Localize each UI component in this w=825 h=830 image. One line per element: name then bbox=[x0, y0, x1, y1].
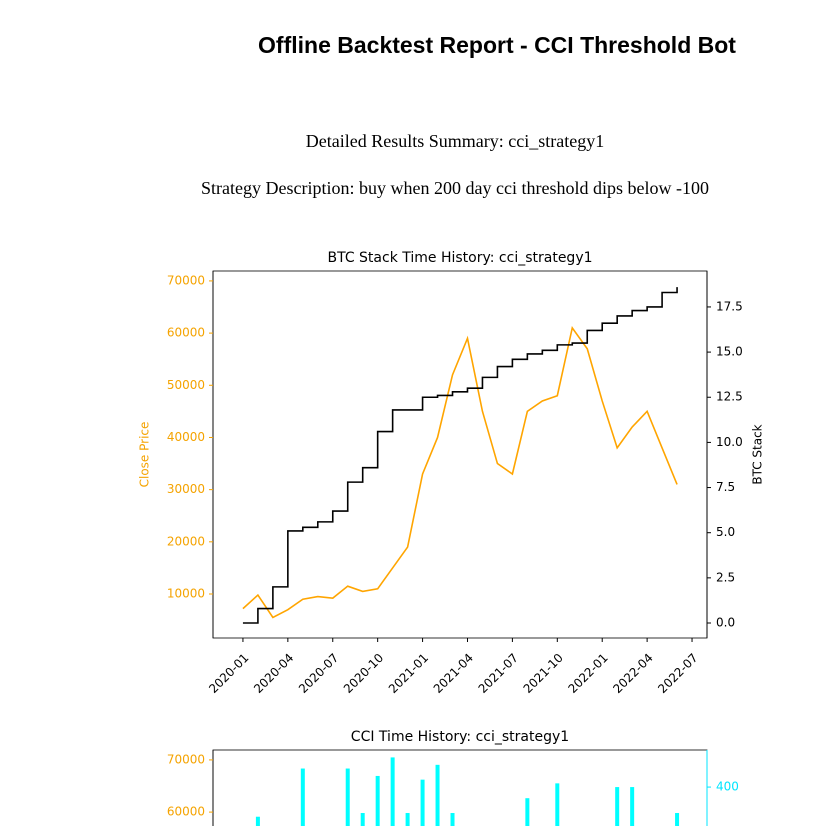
bar bbox=[555, 783, 560, 830]
y2-tick-label: 15.0 bbox=[716, 345, 743, 359]
x-tick-label: 2021-01 bbox=[386, 651, 431, 696]
y-tick-label: 60000 bbox=[167, 805, 205, 819]
series-line bbox=[242, 287, 678, 624]
chart: CCI Time History: cci_strategy1 60000 7000… bbox=[167, 729, 739, 830]
bar bbox=[615, 787, 620, 830]
bar bbox=[435, 764, 440, 830]
y2-tick-label: 17.5 bbox=[716, 299, 743, 313]
x-tick-label: 2021-07 bbox=[476, 651, 521, 696]
x-tick-label: 2022-04 bbox=[610, 651, 655, 696]
x-tick-label: 2022-01 bbox=[565, 651, 610, 696]
y-tick-label: 20000 bbox=[167, 534, 205, 548]
bar bbox=[300, 768, 305, 830]
y-axis-label: Close Price bbox=[138, 422, 152, 488]
y-tick-label: 60000 bbox=[167, 326, 205, 340]
y2-tick-label: 10.0 bbox=[716, 435, 743, 449]
bar bbox=[525, 798, 530, 830]
bar bbox=[675, 813, 680, 830]
plot bbox=[255, 757, 680, 830]
bar bbox=[405, 813, 410, 830]
bar bbox=[390, 757, 395, 830]
y-tick-label: 50000 bbox=[167, 378, 205, 392]
report-title: Offline Backtest Report - CCI Threshold … bbox=[258, 32, 736, 58]
y2-axis-label: BTC Stack bbox=[751, 424, 765, 484]
x-tick-label: 2021-04 bbox=[431, 651, 476, 696]
x-tick-label: 2020-10 bbox=[341, 651, 386, 696]
x-tick-label: 2021-10 bbox=[521, 651, 566, 696]
x-tick-label: 2022-07 bbox=[655, 651, 700, 696]
bar bbox=[345, 768, 350, 830]
y-tick-label: 70000 bbox=[167, 273, 205, 287]
bar bbox=[375, 775, 380, 830]
y-tick-label: 70000 bbox=[167, 752, 205, 766]
plot-frame bbox=[212, 749, 708, 830]
y-tick-label: 40000 bbox=[167, 430, 205, 444]
bar bbox=[630, 787, 635, 830]
bar bbox=[420, 779, 425, 830]
x-tick-label: 2020-07 bbox=[296, 651, 341, 696]
plot bbox=[242, 287, 678, 624]
y2-tick-label: 0.0 bbox=[716, 616, 735, 630]
chart: BTC Stack Time History: cci_strategy1 100… bbox=[138, 250, 765, 696]
y2-tick-label: 5.0 bbox=[716, 525, 735, 539]
y-tick-label: 10000 bbox=[167, 587, 205, 601]
x-tick-label: 2020-04 bbox=[251, 651, 296, 696]
y-tick-label: 30000 bbox=[167, 482, 205, 496]
description: Strategy Description: buy when 200 day c… bbox=[201, 178, 709, 198]
summary: Detailed Results Summary: cci_strategy1 bbox=[306, 131, 604, 151]
chart-title: BTC Stack Time History: cci_strategy1 bbox=[327, 250, 592, 266]
y2-tick-label: 2.5 bbox=[716, 570, 735, 584]
chart-title: CCI Time History: cci_strategy1 bbox=[351, 729, 569, 745]
bar bbox=[450, 813, 455, 830]
y2-tick-label: 400 bbox=[716, 780, 739, 794]
x-tick-label: 2020-01 bbox=[206, 651, 251, 696]
y2-tick-label: 12.5 bbox=[716, 390, 743, 404]
bar bbox=[255, 816, 260, 830]
y2-tick-label: 7.5 bbox=[716, 480, 735, 494]
series-line bbox=[242, 325, 678, 619]
bar bbox=[360, 813, 365, 830]
